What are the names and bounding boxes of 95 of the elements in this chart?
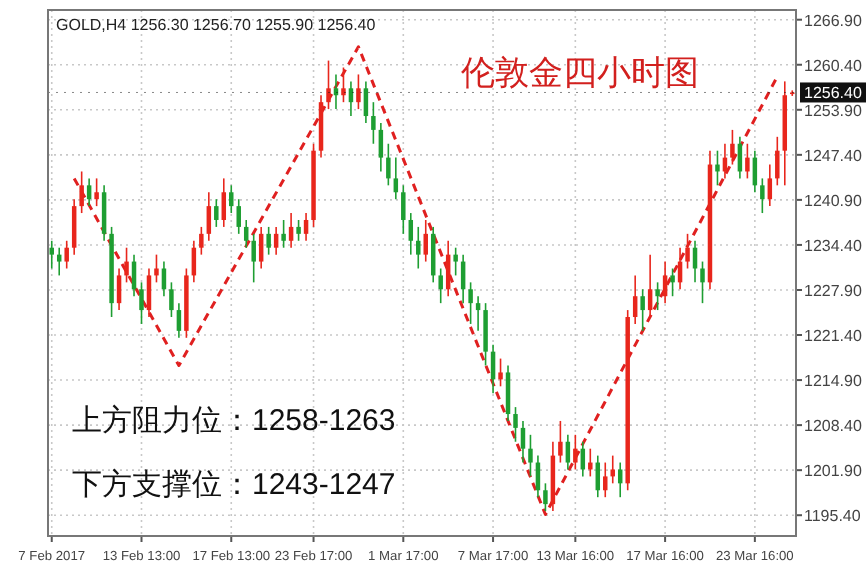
candlestick bbox=[378, 122, 384, 173]
candlestick bbox=[603, 461, 608, 498]
candlestick bbox=[71, 198, 77, 256]
candlestick bbox=[468, 281, 473, 325]
candlestick bbox=[745, 142, 750, 180]
candlestick bbox=[371, 101, 376, 145]
candlestick bbox=[730, 129, 735, 166]
candlestick bbox=[610, 454, 615, 485]
candlestick bbox=[565, 434, 571, 471]
candlestick bbox=[386, 142, 391, 187]
candlestick bbox=[273, 226, 279, 256]
candlestick bbox=[281, 219, 286, 249]
candlestick bbox=[79, 170, 84, 214]
annotation: 下方支撑位：1243-1247 bbox=[72, 468, 396, 502]
candlestick bbox=[326, 59, 331, 110]
candlestick bbox=[558, 420, 563, 464]
candlestick bbox=[632, 274, 638, 325]
candlestick bbox=[221, 177, 227, 228]
candlestick bbox=[513, 406, 518, 443]
y-tick-label: 1240.90 bbox=[804, 191, 863, 210]
candlestick bbox=[86, 177, 92, 207]
candlestick bbox=[363, 80, 369, 124]
candlestick bbox=[303, 212, 309, 242]
candlestick bbox=[483, 302, 488, 367]
candlestick bbox=[266, 226, 271, 256]
y-tick-label: 1227.90 bbox=[804, 281, 863, 300]
y-tick-label: 1195.40 bbox=[804, 507, 862, 526]
candlestick bbox=[401, 184, 406, 235]
candlestick bbox=[520, 420, 526, 464]
candlestick bbox=[655, 281, 660, 311]
candlestick bbox=[438, 267, 443, 304]
candlestick bbox=[573, 434, 578, 471]
line-series bbox=[72, 45, 779, 517]
candlestick bbox=[453, 246, 458, 277]
candlestick bbox=[543, 482, 548, 512]
candlestick bbox=[101, 184, 107, 242]
candlestick bbox=[423, 219, 428, 263]
candlestick bbox=[236, 198, 241, 235]
candlestick bbox=[64, 239, 69, 270]
candlestick bbox=[199, 226, 204, 256]
candlestick bbox=[775, 136, 780, 187]
candlestick bbox=[498, 357, 503, 388]
candlestick bbox=[288, 212, 294, 249]
candlestick bbox=[528, 434, 533, 478]
candlestick bbox=[341, 66, 346, 103]
candlestick bbox=[243, 219, 249, 249]
candlestick bbox=[640, 288, 645, 332]
candlestick bbox=[348, 80, 354, 117]
candlestick bbox=[229, 184, 234, 214]
candlestick bbox=[393, 156, 399, 200]
y-tick-label: 1260.40 bbox=[804, 56, 863, 75]
chart-subtitle: GOLD,H4 1256.30 1256.70 1255.90 1256.40 bbox=[56, 16, 377, 34]
candlestick bbox=[416, 226, 421, 270]
candlestick bbox=[647, 253, 653, 318]
candlestick bbox=[154, 253, 159, 284]
candlestick bbox=[169, 281, 174, 318]
candlestick bbox=[176, 302, 182, 339]
candlestick bbox=[258, 226, 264, 270]
y-tick-label: 1247.40 bbox=[804, 146, 863, 165]
candlestick bbox=[617, 461, 623, 498]
candlestick bbox=[206, 191, 212, 242]
candlestick bbox=[670, 267, 675, 298]
candlestick bbox=[161, 260, 167, 298]
candlestick bbox=[124, 246, 129, 284]
y-tick-label: 1266.90 bbox=[804, 11, 863, 30]
candlestick bbox=[408, 212, 414, 256]
y-tick-label: 1208.40 bbox=[804, 417, 863, 436]
text: 伦敦金四小时图 bbox=[461, 54, 699, 92]
candlestick bbox=[56, 246, 62, 277]
ref-line-label: 1256.40 bbox=[804, 84, 863, 103]
candlestick bbox=[505, 364, 511, 422]
candlestick bbox=[116, 267, 122, 311]
y-tick-label: 1234.40 bbox=[804, 236, 863, 255]
y-tick-label: 1253.90 bbox=[804, 101, 863, 120]
candlestick bbox=[662, 260, 668, 304]
candlestick bbox=[760, 177, 765, 214]
candlestick bbox=[296, 219, 301, 242]
candlestick bbox=[94, 177, 99, 207]
candlestick bbox=[214, 198, 219, 228]
annotation: 上方阻力位：1258-1263 bbox=[72, 404, 396, 438]
candlestick bbox=[251, 233, 256, 284]
candlestick bbox=[139, 281, 144, 325]
candlestick bbox=[356, 73, 361, 110]
candlestick bbox=[715, 149, 720, 187]
candlestick bbox=[767, 163, 773, 207]
candlestick bbox=[475, 295, 481, 332]
candlestick bbox=[49, 239, 54, 270]
candlestick bbox=[333, 73, 339, 110]
candlestick bbox=[588, 447, 593, 478]
y-tick-label: 1214.90 bbox=[804, 372, 863, 391]
candlestick bbox=[700, 260, 705, 304]
y-tick-label: 1221.40 bbox=[804, 327, 863, 346]
candlestick bbox=[685, 233, 690, 270]
candlestick bbox=[146, 267, 152, 318]
y-tick-label: 1201.90 bbox=[804, 462, 863, 481]
